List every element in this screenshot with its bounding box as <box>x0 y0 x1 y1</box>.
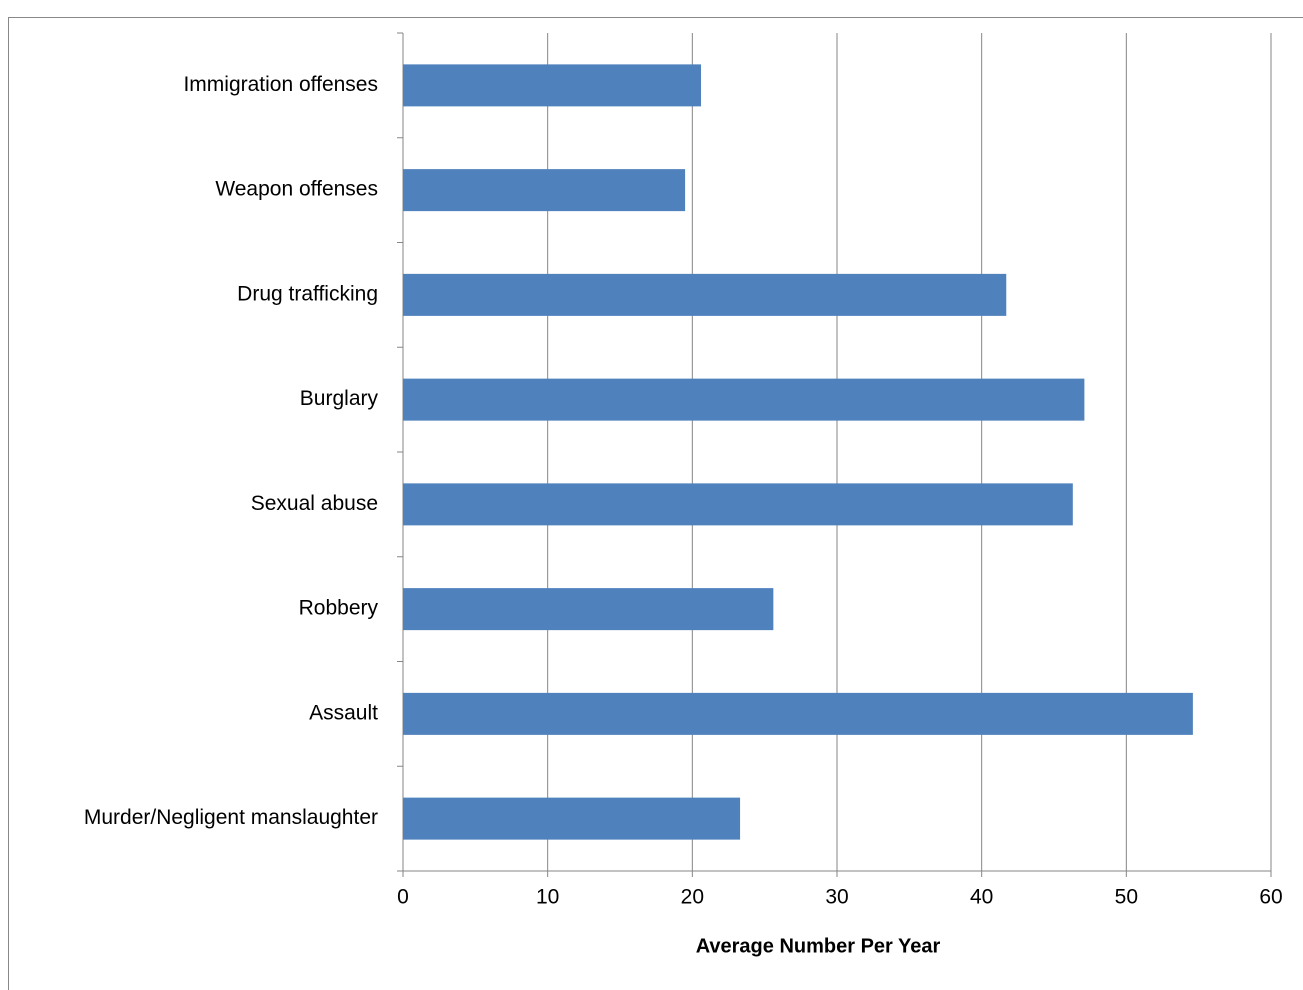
y-tick-label: Weapon offenses <box>215 178 378 201</box>
bar <box>403 64 702 107</box>
bar <box>403 797 741 840</box>
y-tick-label: Burglary <box>300 387 379 410</box>
x-tick-label: 40 <box>970 886 993 909</box>
bar <box>403 169 686 212</box>
x-tick-label: 50 <box>1115 886 1138 909</box>
y-tick-label: Robbery <box>299 597 379 620</box>
y-tick-label: Drug trafficking <box>237 282 378 305</box>
x-tick-label: 60 <box>1259 886 1282 909</box>
y-tick-label: Immigration offenses <box>183 73 378 96</box>
bar <box>403 588 774 631</box>
y-tick-label: Sexual abuse <box>251 492 378 515</box>
x-tick-label: 10 <box>536 886 559 909</box>
y-tick-label: Murder/Negligent manslaughter <box>84 806 378 829</box>
x-tick-label: 20 <box>681 886 704 909</box>
chart-frame <box>8 17 1303 990</box>
x-tick-label: 30 <box>825 886 848 909</box>
x-tick-label: 0 <box>397 886 409 909</box>
bar <box>403 483 1073 526</box>
bar <box>403 378 1085 421</box>
bar <box>403 692 1193 735</box>
bar <box>403 273 1007 316</box>
y-tick-label: Assault <box>309 701 378 724</box>
x-axis-title: Average Number Per Year <box>696 935 941 957</box>
